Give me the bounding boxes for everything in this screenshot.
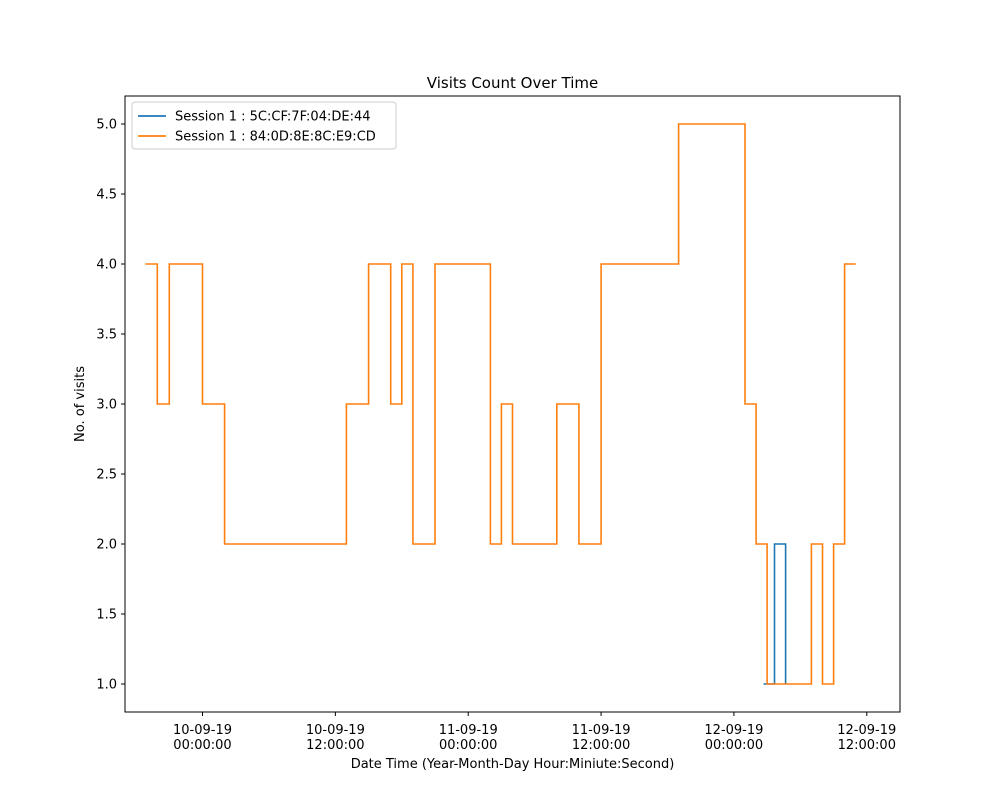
x-tick-label-time: 12:00:00 — [306, 738, 364, 753]
x-tick-label-time: 00:00:00 — [705, 738, 763, 753]
y-tick-label: 3.0 — [96, 398, 117, 413]
y-tick-label: 4.0 — [96, 258, 117, 273]
series-line-2 — [145, 123, 856, 685]
x-tick-label-date: 11-09-19 — [572, 723, 631, 738]
x-axis-label: Date Time (Year-Month-Day Hour:Miniute:S… — [351, 757, 675, 772]
y-tick-label: 5.0 — [96, 118, 117, 133]
series-layer — [145, 123, 856, 685]
y-tick-label: 3.5 — [96, 328, 117, 343]
x-tick-label-time: 00:00:00 — [439, 738, 497, 753]
x-tick-label-date: 11-09-19 — [439, 723, 498, 738]
x-tick-label-date: 10-09-19 — [173, 723, 232, 738]
legend-box — [131, 101, 397, 150]
y-tick-label: 1.0 — [96, 678, 117, 693]
y-axis: 1.0 1.5 2.0 2.5 3.0 3.5 4.0 4.5 5.0 — [96, 118, 125, 693]
x-tick-label-date: 12-09-19 — [837, 723, 896, 738]
x-tick-label-time: 12:00:00 — [572, 738, 630, 753]
y-axis-label: No. of visits — [73, 366, 88, 442]
legend-label-1: Session 1 : 5C:CF:7F:04:DE:44 — [175, 110, 371, 125]
legend: Session 1 : 5C:CF:7F:04:DE:44 Session 1 :… — [131, 101, 397, 150]
legend-label-2: Session 1 : 84:0D:8E:8C:E9:CD — [175, 130, 376, 145]
x-tick-label-time: 00:00:00 — [173, 738, 231, 753]
y-tick-label: 1.5 — [96, 608, 117, 623]
x-tick-label-date: 10-09-19 — [306, 723, 365, 738]
x-tick-label-time: 12:00:00 — [838, 738, 896, 753]
chart-title: Visits Count Over Time — [427, 74, 598, 92]
x-tick-label-date: 12-09-19 — [704, 723, 763, 738]
y-tick-label: 4.5 — [96, 188, 117, 203]
y-tick-label: 2.5 — [96, 468, 117, 483]
x-axis: 10-09-1900:00:0010-09-1912:00:0011-09-19… — [173, 712, 896, 753]
y-tick-label: 2.0 — [96, 538, 117, 553]
